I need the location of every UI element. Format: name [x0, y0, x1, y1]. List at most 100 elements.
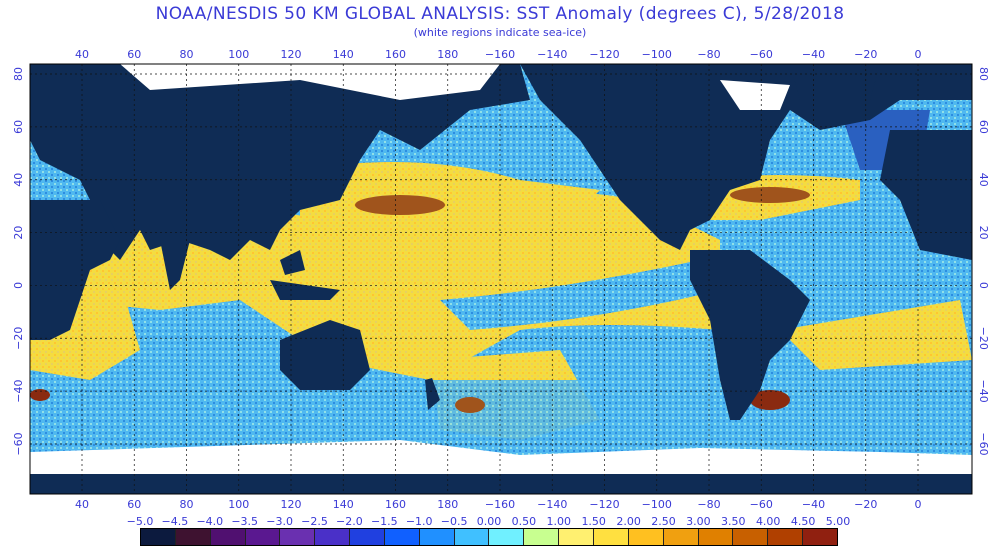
lon-label: 60	[127, 48, 141, 61]
lon-label: 80	[180, 48, 194, 61]
legend-value: −0.5	[440, 515, 468, 528]
lon-label: −20	[854, 498, 877, 511]
lon-label: 60	[127, 498, 141, 511]
lon-label: 40	[75, 498, 89, 511]
legend-value: −1.0	[405, 515, 433, 528]
lon-label: −140	[537, 498, 567, 511]
legend-value: 2.50	[651, 515, 676, 528]
color-legend	[140, 528, 838, 546]
legend-swatch	[663, 529, 699, 545]
legend-swatch	[454, 529, 490, 545]
lon-label: 160	[385, 48, 406, 61]
lat-label: 80	[977, 67, 990, 81]
lon-label: −80	[697, 48, 720, 61]
legend-value: 1.50	[581, 515, 606, 528]
legend-swatch	[280, 529, 316, 545]
legend-value: −3.0	[266, 515, 293, 528]
legend-swatch	[559, 529, 594, 545]
lon-label: −40	[802, 48, 825, 61]
lon-label: 120	[281, 48, 302, 61]
lon-label: 40	[75, 48, 89, 61]
lat-label: 60	[12, 120, 25, 134]
legend-value: 2.00	[616, 515, 641, 528]
legend-swatch	[524, 529, 560, 545]
legend-value: 0.50	[511, 515, 537, 528]
lon-label: −160	[485, 48, 515, 61]
lat-label: 40	[977, 173, 990, 187]
lon-label: 100	[228, 48, 249, 61]
legend-value: −5.0	[126, 515, 154, 528]
lon-label: −160	[485, 498, 515, 511]
lon-label: 0	[915, 498, 922, 511]
legend-swatch	[315, 529, 351, 545]
legend-swatch	[245, 529, 281, 545]
lon-label: −120	[589, 48, 619, 61]
lon-label: 180	[437, 498, 458, 511]
legend-swatch	[350, 529, 385, 545]
legend-value: 3.50	[721, 515, 746, 528]
lat-label: −60	[12, 432, 25, 455]
lat-labels-left: 80 60 40 20 0 −20 −40 −60	[12, 67, 25, 456]
legend-swatch	[593, 529, 629, 545]
lat-label: 20	[12, 226, 25, 240]
legend-swatch	[384, 529, 420, 545]
lat-label: −20	[977, 327, 990, 350]
legend-swatch	[733, 529, 769, 545]
legend-value: 4.00	[755, 515, 781, 528]
lat-label: 60	[977, 120, 990, 134]
lon-label: −80	[697, 498, 720, 511]
legend-value: −4.5	[161, 515, 189, 528]
legend-swatch	[210, 529, 246, 545]
legend-value: 1.00	[546, 515, 572, 528]
legend-swatch	[628, 529, 664, 545]
map-frame	[29, 63, 973, 495]
legend-swatch	[698, 529, 734, 545]
lat-label: 20	[977, 226, 990, 240]
lon-label: −20	[854, 48, 877, 61]
map-subtitle: (white regions indicate sea-ice)	[413, 26, 587, 39]
legend-value: 4.50	[790, 515, 816, 528]
lon-label: 140	[333, 498, 354, 511]
legend-swatch	[175, 529, 211, 545]
lon-labels-bottom: 40 60 80 100 120 140 160 180 −160 −140 −120 −100 −80…	[75, 498, 922, 511]
lat-label: 0	[12, 282, 25, 289]
lat-label: −60	[977, 432, 990, 455]
lat-label: 40	[12, 173, 25, 187]
legend-value: 3.00	[686, 515, 711, 528]
legend-value: −3.5	[231, 515, 259, 528]
legend-value: −2.5	[301, 515, 328, 528]
lat-label: 0	[977, 282, 990, 289]
lon-label: −100	[642, 498, 672, 511]
legend-swatch	[419, 529, 455, 545]
lon-label: 140	[333, 48, 354, 61]
lon-label: 80	[180, 498, 194, 511]
graticule	[30, 64, 972, 494]
legend-swatch	[141, 529, 176, 545]
lon-label: 120	[281, 498, 302, 511]
legend-value: 5.00	[825, 515, 851, 528]
lon-labels-top: 40 60 80 100 120 140 160 180 −160 −140 −120 −100 −80…	[75, 48, 922, 61]
lon-label: −60	[750, 48, 773, 61]
lon-label: 100	[228, 498, 249, 511]
lon-label: 180	[437, 48, 458, 61]
legend-value: 0.00	[476, 515, 502, 528]
legend-value: −4.0	[196, 515, 224, 528]
lat-label: −20	[12, 327, 25, 350]
lon-label: −60	[750, 498, 773, 511]
lon-label: 160	[385, 498, 406, 511]
lon-label: 0	[915, 48, 922, 61]
lat-label: −40	[977, 380, 990, 403]
lon-label: −120	[589, 498, 619, 511]
sea-ice-layer	[30, 64, 972, 474]
lon-label: −100	[642, 48, 672, 61]
legend-swatch	[803, 529, 837, 545]
lon-label: −140	[537, 48, 567, 61]
lat-label: −40	[12, 380, 25, 403]
land-layer	[30, 64, 972, 494]
map-title: NOAA/NESDIS 50 KM GLOBAL ANALYSIS: SST A…	[155, 4, 845, 24]
legend-swatch	[768, 529, 804, 545]
lat-label: 80	[12, 67, 25, 81]
legend-value: −2.0	[336, 515, 363, 528]
legend-value: −1.5	[370, 515, 398, 528]
